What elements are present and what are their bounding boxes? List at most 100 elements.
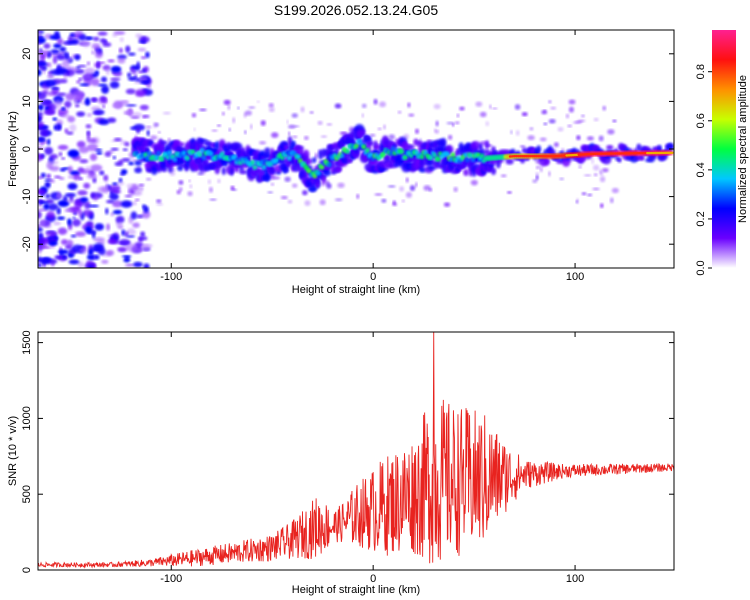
spectrogram-cell <box>334 103 342 109</box>
spectrogram-cell <box>548 118 556 124</box>
spectrogram-cell <box>553 142 559 148</box>
spectrogram-cell <box>479 153 485 159</box>
spectrogram-cell <box>107 59 115 63</box>
spectrogram-cell <box>140 231 146 238</box>
spectrogram-cell <box>356 193 360 199</box>
y-tick-label: 1000 <box>21 406 33 430</box>
spectrogram-cell <box>178 142 185 147</box>
spectrogram-cell <box>133 123 146 131</box>
spectrogram-cell <box>56 216 66 220</box>
spectrogram-cell <box>157 131 161 134</box>
spectrogram-cell <box>93 254 100 260</box>
spectrogram-cell <box>76 66 81 70</box>
spectrogram-cell <box>76 140 86 148</box>
spectrogram-cell <box>91 50 95 55</box>
spectrogram-cell <box>592 187 600 191</box>
colorbar-ticks: 0.0 0.2 0.4 0.6 0.8 <box>695 64 712 276</box>
spectrogram-cell <box>489 104 492 109</box>
spectrogram-cell <box>189 184 193 189</box>
spectrogram-cell <box>106 223 111 231</box>
spectrogram-cell <box>365 135 370 141</box>
spectrogram-cell <box>105 249 115 256</box>
spectrogram-cell <box>535 171 539 175</box>
spectrogram-cell <box>361 144 367 150</box>
spectrogram-cell <box>399 186 405 192</box>
spectrogram-cell <box>142 204 146 210</box>
spectrogram-cell <box>86 172 98 180</box>
spectrogram-cell <box>124 141 130 147</box>
spectrogram-cell <box>209 151 214 157</box>
spectrogram-cell <box>470 157 476 163</box>
spectrogram-cell <box>129 67 135 72</box>
spectrogram-cell <box>581 114 585 118</box>
spectrogram-cell <box>38 48 42 52</box>
spectrogram-cell <box>201 155 207 161</box>
spectrogram-cell <box>124 256 130 260</box>
spectrogram-cell <box>83 182 91 189</box>
spectrogram-cell <box>58 152 63 157</box>
spectrogram-cell <box>448 157 454 162</box>
x-tick-label: 0 <box>370 573 376 585</box>
spectrogram-cell <box>88 248 94 256</box>
spectrogram-cell <box>56 38 64 45</box>
spectrogram-cell <box>72 90 84 99</box>
spectrogram-cell <box>197 171 204 176</box>
spectrogram-cell <box>80 197 89 203</box>
spectrogram-cell <box>104 151 112 157</box>
spectrogram-cell <box>320 135 328 138</box>
spectrogram-cell <box>308 186 318 193</box>
spectrogram-cell <box>112 155 117 160</box>
spectrogram-cell <box>146 178 152 181</box>
spectrogram-cell <box>101 85 110 94</box>
spectrogram-cell <box>74 231 87 237</box>
spectrogram-cell <box>287 155 292 161</box>
spectrogram-cell <box>43 203 50 210</box>
spectrogram-cell <box>78 146 90 154</box>
spectrogram-cell <box>38 104 44 111</box>
spectrogram-cell <box>284 176 291 182</box>
spectrogram-cell <box>52 55 58 65</box>
spectrogram-cell <box>639 156 645 161</box>
spectrogram-cell <box>142 210 151 219</box>
spectrogram-cell <box>500 174 507 178</box>
spectrogram-cell <box>274 157 279 163</box>
spectrogram-cell <box>361 113 365 118</box>
spectrogram-cell <box>575 200 578 204</box>
spectrogram-cell <box>222 112 225 116</box>
colorbar-tick-label: 0.4 <box>695 162 707 177</box>
spectrogram-cell <box>268 107 275 113</box>
spectrogram-cell <box>46 159 59 166</box>
spectrogram-cell <box>39 220 46 227</box>
colorbar: 0.0 0.2 0.4 0.6 0.8 Normalized spectral ampl… <box>695 30 749 276</box>
spectrogram-cell <box>565 113 569 119</box>
spectrogram-cell <box>67 218 72 226</box>
spectrogram-x-label: Height of straight line (km) <box>292 284 420 296</box>
spectrogram-cell <box>112 182 118 186</box>
spectrogram-cell <box>323 169 332 177</box>
spectrogram-cell <box>130 211 138 220</box>
spectrogram-cell <box>164 146 173 152</box>
spectrogram-cell <box>54 31 60 39</box>
spectrogram-cell <box>57 144 69 151</box>
spectrogram-cell <box>303 135 309 141</box>
spectrogram-cell <box>572 121 581 124</box>
spectrogram-cell <box>133 201 137 206</box>
spectrogram-cell <box>599 176 606 183</box>
spectrogram-cell <box>56 207 61 215</box>
spectrogram-cell <box>71 218 81 227</box>
spectrogram-cell <box>128 161 135 166</box>
spectrogram-cell <box>326 182 332 189</box>
spectrogram-cell <box>97 186 108 193</box>
spectrogram-cell <box>118 221 123 229</box>
spectrogram-cell <box>260 120 266 126</box>
spectrogram-cell <box>38 30 42 37</box>
spectrogram-cell <box>611 187 619 194</box>
spectrogram-cell <box>167 137 171 143</box>
spectrogram-cell <box>285 149 290 155</box>
spectrogram-cell <box>244 110 253 116</box>
spectrogram-cell <box>126 235 135 238</box>
spectrogram-cell <box>72 173 81 181</box>
spectrogram-cell <box>479 111 487 118</box>
spectrogram-cell <box>59 78 68 84</box>
